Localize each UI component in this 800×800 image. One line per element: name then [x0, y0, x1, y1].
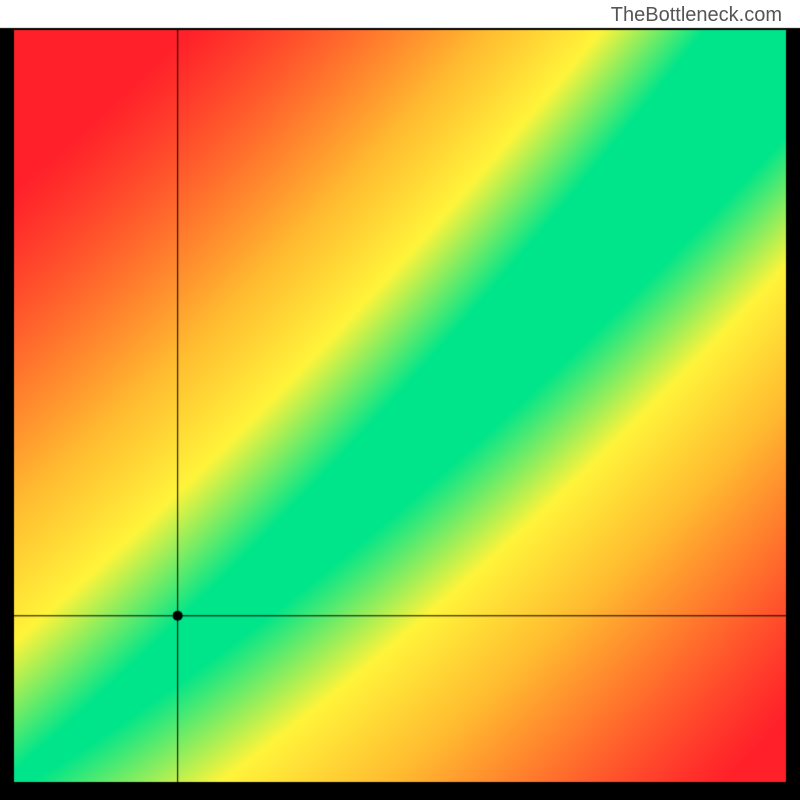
heatmap-canvas: [0, 0, 800, 800]
chart-container: TheBottleneck.com: [0, 0, 800, 800]
watermark-text: TheBottleneck.com: [611, 4, 782, 27]
